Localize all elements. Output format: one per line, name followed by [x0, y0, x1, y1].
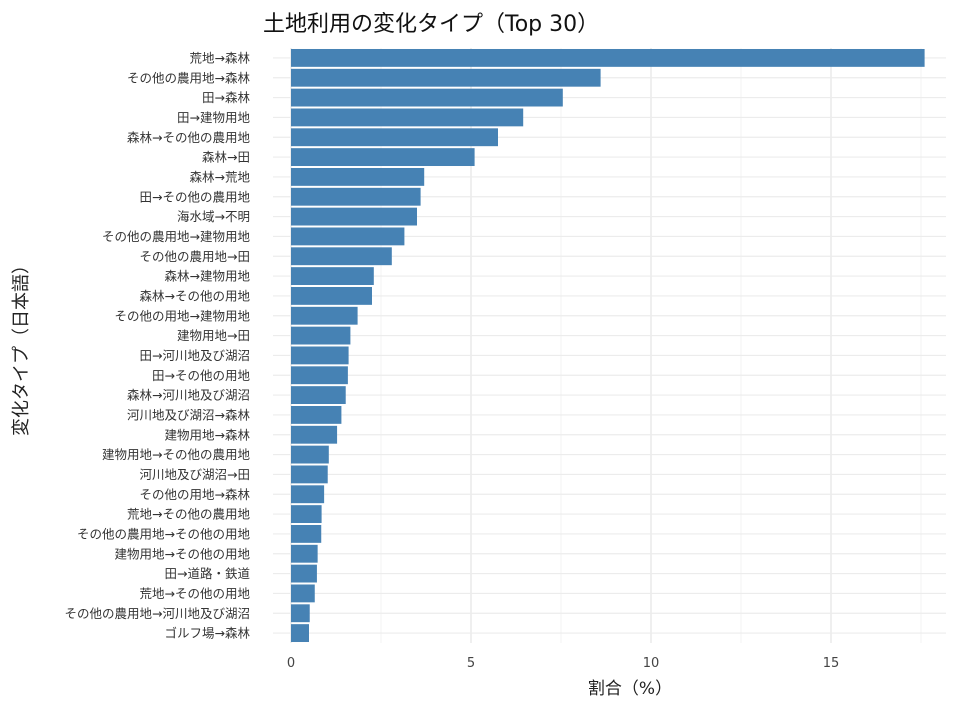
category-label: 森林→河川地及び湖沼: [127, 388, 250, 403]
bar: [291, 366, 348, 385]
x-tick-label: 10: [643, 656, 660, 671]
bar: [291, 247, 392, 266]
category-label: 荒地→その他の農用地: [127, 507, 250, 522]
bar: [291, 564, 317, 583]
category-label: 田→道路・鉄道: [165, 566, 251, 581]
bar: [291, 88, 563, 107]
category-label: 森林→その他の用地: [140, 288, 251, 303]
bar: [291, 505, 322, 524]
category-label: その他の農用地→その他の用地: [77, 526, 250, 541]
bar: [291, 624, 309, 643]
bar: [291, 187, 421, 206]
bar: [291, 128, 498, 147]
bar: [291, 465, 328, 484]
x-tick-label: 5: [467, 656, 475, 671]
x-tick-label: 0: [287, 656, 295, 671]
bar: [291, 584, 315, 603]
bar: [291, 108, 524, 127]
category-label: 海水域→不明: [177, 209, 250, 224]
chart-title: 土地利用の変化タイプ（Top 30）: [263, 12, 600, 37]
category-label: その他の農用地→田: [140, 249, 250, 264]
category-label: 田→河川地及び湖沼: [140, 348, 250, 363]
category-label: 河川地及び湖沼→田: [140, 467, 250, 482]
bar: [291, 326, 351, 345]
bar: [291, 604, 310, 623]
category-label: その他の用地→建物用地: [115, 308, 251, 323]
category-label: その他の農用地→河川地及び湖沼: [65, 606, 250, 621]
category-label: ゴルフ場→森林: [165, 626, 251, 641]
bar: [291, 524, 322, 543]
bar: [291, 267, 374, 286]
category-label: 森林→田: [202, 150, 250, 165]
bar: [291, 306, 358, 325]
bar: [291, 445, 329, 464]
category-label: 森林→建物用地: [165, 269, 251, 284]
category-label: 田→建物用地: [177, 110, 250, 125]
category-label: 田→その他の用地: [152, 368, 250, 383]
bar: [291, 167, 425, 186]
bar: [291, 48, 925, 67]
category-label: 建物用地→その他の農用地: [102, 447, 250, 462]
bar: [291, 286, 372, 305]
bar: [291, 68, 601, 87]
category-label: 田→森林: [202, 90, 250, 105]
bar: [291, 485, 325, 504]
category-label: 荒地→森林: [190, 50, 251, 65]
bar: [291, 207, 417, 226]
bar: [291, 405, 342, 424]
bar: [291, 148, 475, 167]
category-label: その他の用地→森林: [140, 487, 251, 502]
x-axis-label: 割合（%）: [587, 679, 673, 699]
category-label: 建物用地→その他の用地: [115, 546, 251, 561]
category-label: 河川地及び湖沼→森林: [127, 407, 250, 422]
category-label: 田→その他の農用地: [140, 189, 251, 204]
category-label: 建物用地→森林: [165, 427, 251, 442]
category-label: 荒地→その他の用地: [140, 586, 251, 601]
category-label: その他の農用地→建物用地: [102, 229, 250, 244]
category-label: その他の農用地→森林: [127, 70, 250, 85]
bar: [291, 386, 346, 405]
bar: [291, 544, 318, 563]
x-tick-label: 15: [823, 656, 840, 671]
category-label: 森林→その他の農用地: [127, 130, 250, 145]
bar: [291, 227, 405, 246]
category-label: 建物用地→田: [177, 328, 250, 343]
bar: [291, 346, 349, 365]
bar: [291, 425, 338, 444]
category-label: 森林→荒地: [190, 169, 251, 184]
